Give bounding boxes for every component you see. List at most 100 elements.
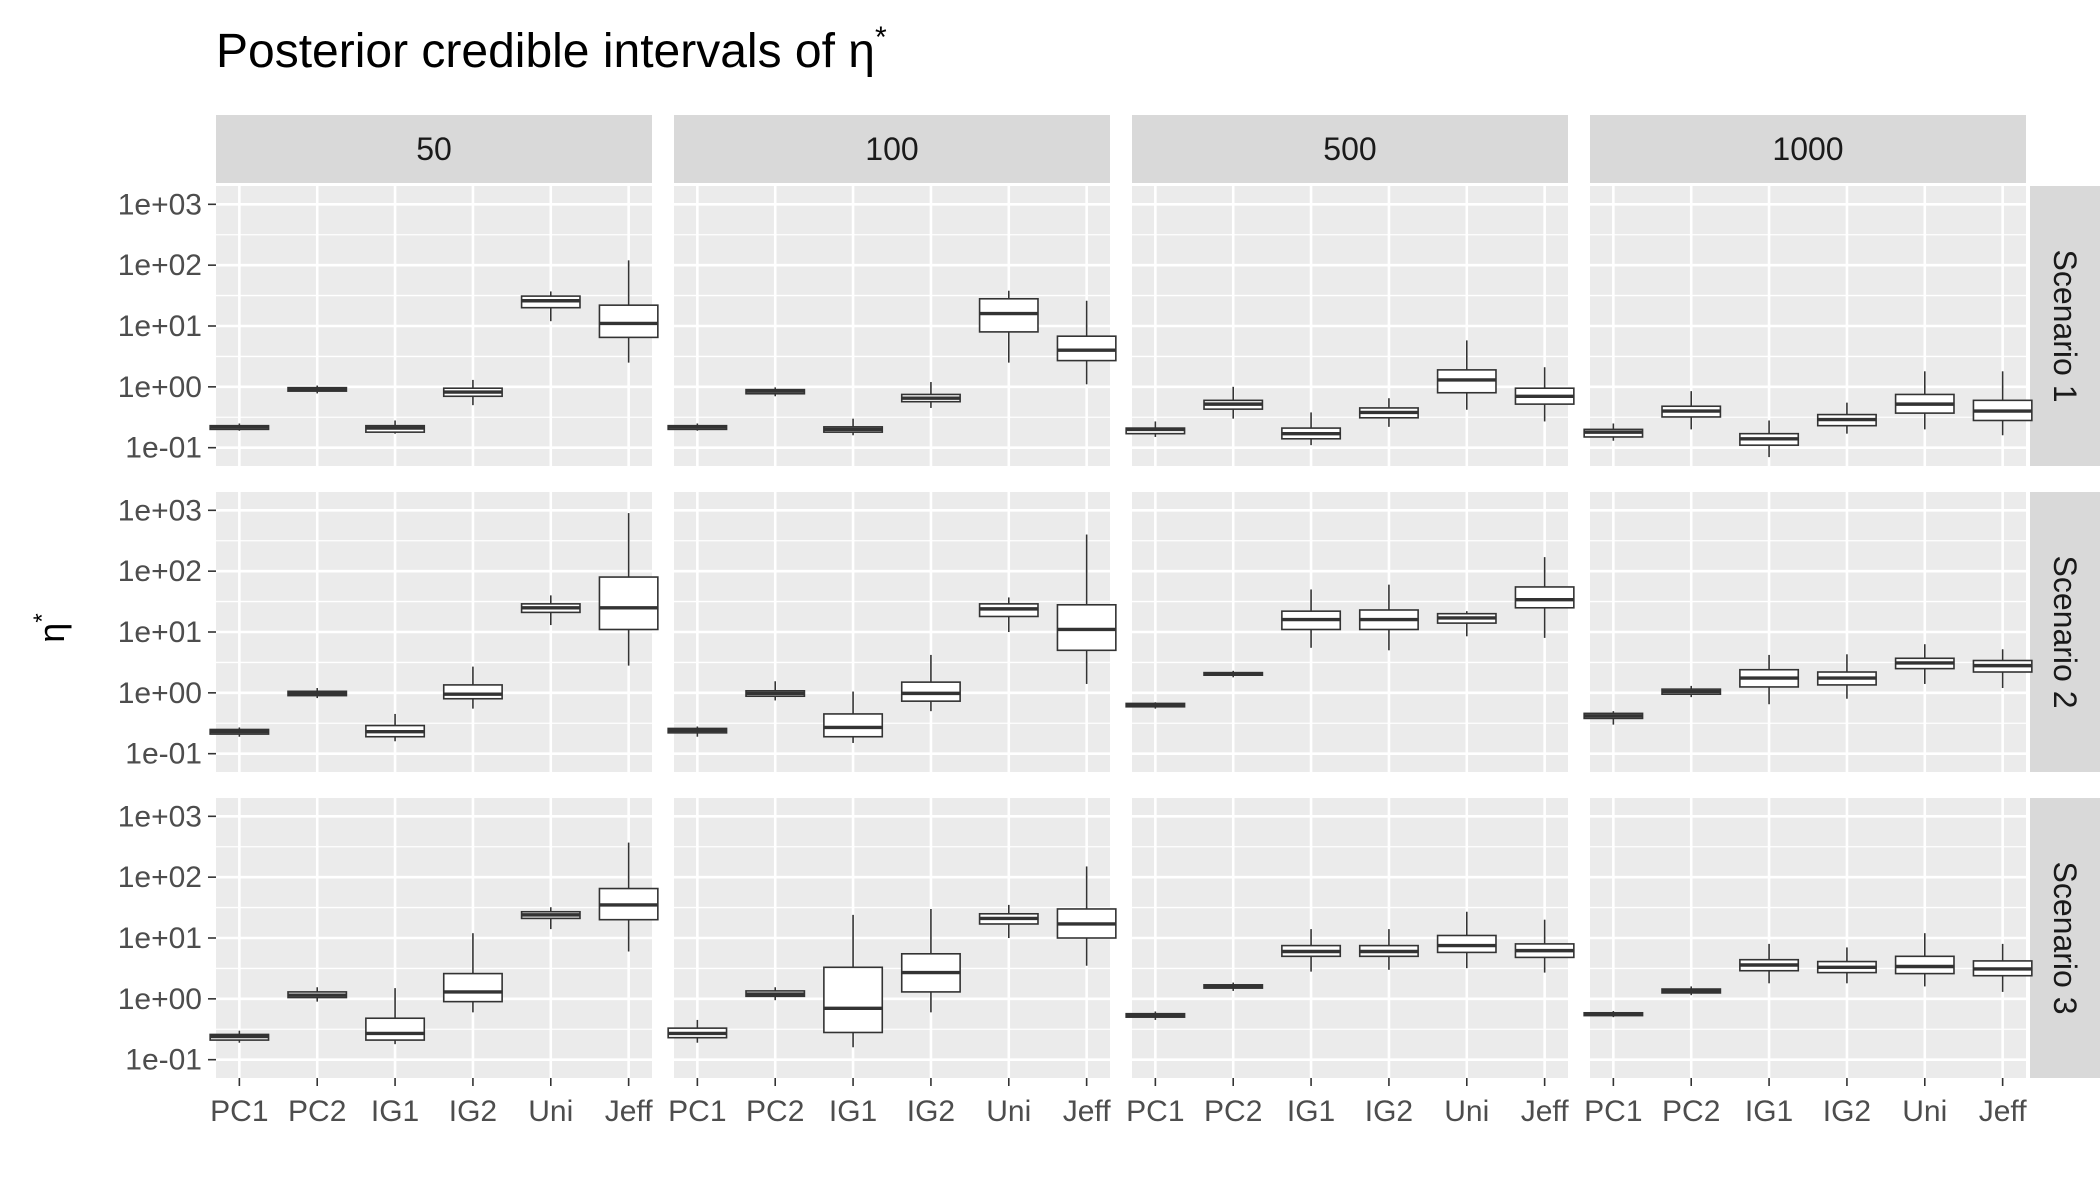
box-pc1 xyxy=(1583,1011,1644,1018)
box-ig1 xyxy=(365,420,426,434)
x-tick-label: IG2 xyxy=(449,1095,497,1128)
x-tick-label: PC2 xyxy=(1204,1095,1262,1128)
box-pc2 xyxy=(745,987,806,1001)
box-jeff xyxy=(598,842,659,952)
box-jeff xyxy=(1972,371,2033,436)
box-ig1 xyxy=(1739,420,1800,458)
x-tick-label: PC1 xyxy=(210,1095,268,1128)
y-tick-label: 1e+02 xyxy=(118,249,202,282)
box-jeff xyxy=(1056,534,1117,684)
x-tick-label: IG2 xyxy=(907,1095,955,1128)
x-tick-label: PC2 xyxy=(746,1095,804,1128)
box-pc1 xyxy=(209,1030,270,1043)
box-ig2 xyxy=(900,382,961,408)
x-tick-label: IG1 xyxy=(371,1095,419,1128)
box-pc2 xyxy=(287,688,348,699)
title-superscript: * xyxy=(875,21,887,54)
facet-strip-label: 1000 xyxy=(1772,131,1843,167)
y-tick-label: 1e+01 xyxy=(118,922,202,955)
x-tick-label: PC1 xyxy=(1584,1095,1642,1128)
facet-strip-row xyxy=(2030,186,2100,466)
box-pc1 xyxy=(1583,711,1644,725)
box-pc1 xyxy=(209,423,270,431)
box-uni xyxy=(520,595,581,626)
y-tick-label: 1e+03 xyxy=(118,494,202,527)
box-pc1 xyxy=(1125,702,1186,709)
facet-strip-row xyxy=(2030,492,2100,772)
facet-strip-col-1000 xyxy=(1590,115,2026,183)
box-ig2 xyxy=(1358,398,1419,427)
box-ig2 xyxy=(900,908,961,1013)
box-ig2 xyxy=(442,666,503,709)
box-jeff xyxy=(1972,943,2033,992)
panel-scenario-1-n500 xyxy=(1125,186,1575,466)
facet-strip-label: 500 xyxy=(1323,131,1376,167)
box-iqr xyxy=(823,713,884,738)
box-uni xyxy=(1894,644,1955,684)
x-tick-label: IG2 xyxy=(1823,1095,1871,1128)
box-ig2 xyxy=(1816,402,1877,434)
box-pc2 xyxy=(287,385,348,394)
x-tick-label: IG1 xyxy=(829,1095,877,1128)
box-jeff xyxy=(598,513,659,666)
box-uni xyxy=(520,291,581,322)
facet-strip-col-50 xyxy=(216,115,652,183)
box-ig1 xyxy=(365,713,426,742)
x-tick-label: Uni xyxy=(528,1095,573,1128)
box-ig1 xyxy=(823,914,884,1048)
box-jeff xyxy=(1514,557,1575,638)
x-tick-label: Uni xyxy=(986,1095,1031,1128)
box-ig1 xyxy=(365,988,426,1045)
box-ig1 xyxy=(1281,589,1342,648)
box-ig2 xyxy=(1816,654,1877,699)
chart-title: Posterior credible intervals of η* xyxy=(216,21,887,78)
y-tick-label: 1e-01 xyxy=(125,432,202,465)
y-tick-label: 1e+03 xyxy=(118,188,202,221)
box-iqr xyxy=(598,576,659,631)
y-tick-label: 1e+03 xyxy=(118,800,202,833)
box-uni xyxy=(978,290,1039,363)
x-tick-label: Uni xyxy=(1902,1095,1947,1128)
box-uni xyxy=(978,904,1039,938)
box-iqr xyxy=(365,1017,426,1041)
facet-strip-label: 100 xyxy=(865,131,918,167)
box-iqr xyxy=(823,966,884,1034)
x-tick-label: PC2 xyxy=(288,1095,346,1128)
box-iqr xyxy=(442,684,503,700)
facet-strip-row-label: Scenario 2 xyxy=(2047,556,2083,709)
y-tick-label: 1e+02 xyxy=(118,555,202,588)
facet-strip-label: 50 xyxy=(416,131,452,167)
box-ig2 xyxy=(1816,947,1877,984)
x-tick-label: Uni xyxy=(1444,1095,1489,1128)
y-tick-label: 1e+01 xyxy=(118,310,202,343)
box-pc2 xyxy=(1203,982,1264,991)
box-jeff xyxy=(1056,866,1117,966)
y-axis-label: η* xyxy=(29,613,72,642)
y-tick-label: 1e-01 xyxy=(125,738,202,771)
box-ig1 xyxy=(1281,412,1342,446)
box-pc1 xyxy=(1125,1011,1186,1020)
panel-scenario-2-n500 xyxy=(1125,492,1575,772)
box-iqr xyxy=(598,304,659,339)
panel-scenario-3-n50 xyxy=(209,798,659,1078)
box-jeff xyxy=(1514,919,1575,973)
x-tick-label: PC2 xyxy=(1662,1095,1720,1128)
y-tick-label: 1e+00 xyxy=(118,983,202,1016)
facet-strip-row xyxy=(2030,798,2100,1078)
panel-scenario-3-n1000 xyxy=(1583,798,2033,1078)
box-iqr xyxy=(442,972,503,1003)
box-pc2 xyxy=(1203,670,1264,678)
box-ig1 xyxy=(1739,654,1800,705)
panel-scenario-1-n1000 xyxy=(1583,186,2033,466)
box-pc2 xyxy=(745,681,806,701)
box-ig1 xyxy=(1281,929,1342,972)
box-ig2 xyxy=(442,933,503,1013)
x-tick-label: Jeff xyxy=(1521,1095,1569,1128)
ylabel-superscript: * xyxy=(29,613,56,622)
box-ig2 xyxy=(442,379,503,406)
box-ig1 xyxy=(1739,943,1800,984)
x-tick-label: PC1 xyxy=(668,1095,726,1128)
box-ig2 xyxy=(1358,584,1419,651)
x-tick-label: Jeff xyxy=(605,1095,653,1128)
box-ig1 xyxy=(823,691,884,743)
